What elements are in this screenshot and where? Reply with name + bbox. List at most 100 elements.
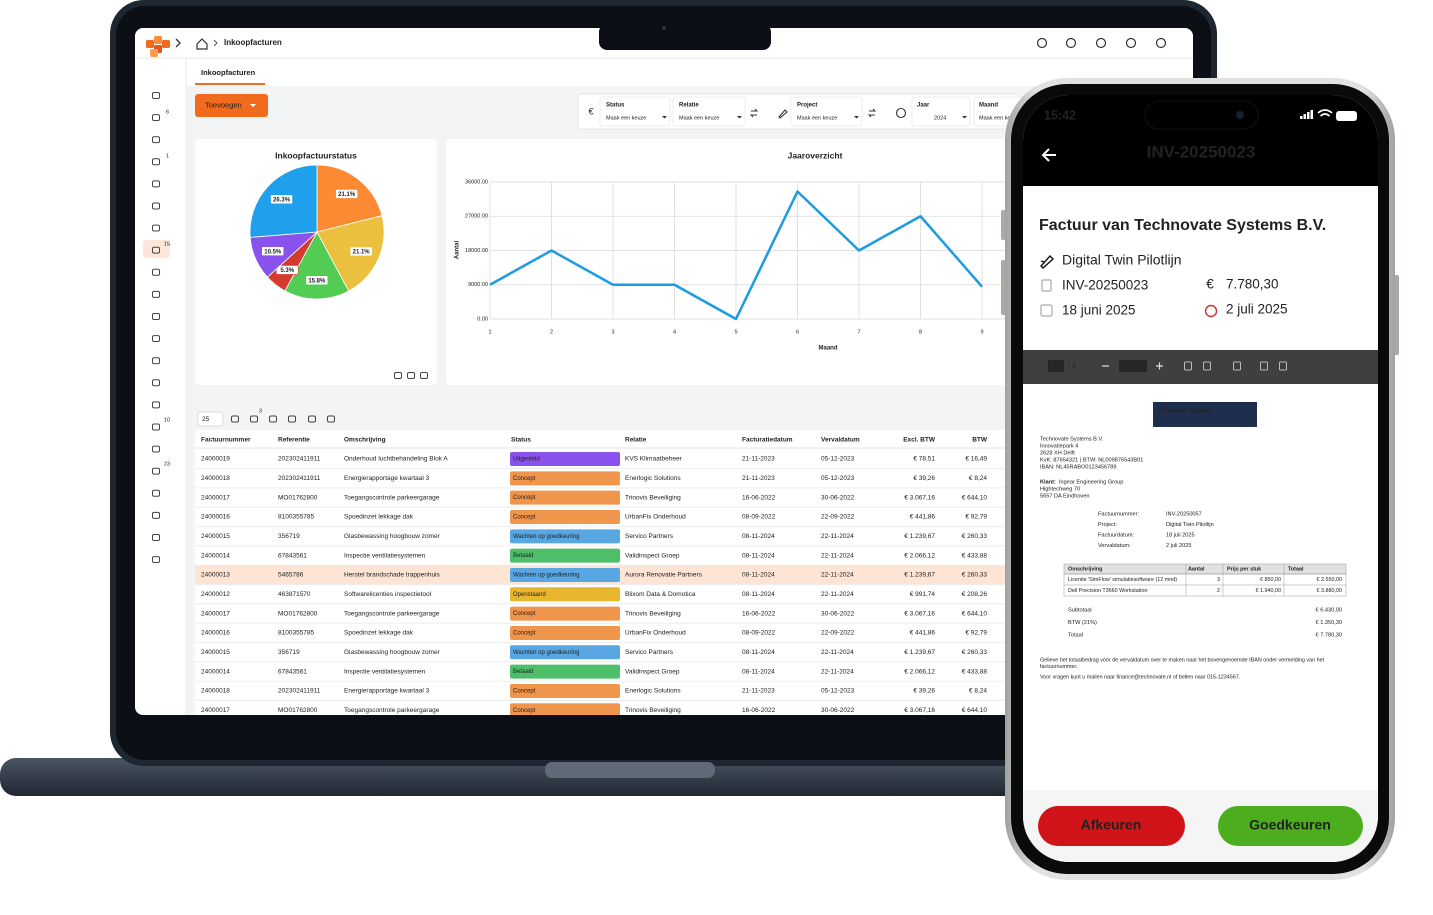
filter-select[interactable] (911, 96, 971, 127)
value-label-box (275, 265, 299, 275)
topbar-icon[interactable] (1155, 37, 1167, 49)
column-header: BTW (972, 437, 988, 444)
pdf-tool-icon[interactable] (1233, 361, 1241, 371)
value-label: 26.3% (273, 197, 291, 203)
chart-tool-icon[interactable] (420, 372, 428, 379)
pdf-logo (1153, 402, 1257, 427)
table-tool-icon[interactable] (231, 415, 239, 423)
meta-value: Digital Twin Pilotlijn (1166, 522, 1214, 528)
sidebar-icon[interactable] (152, 511, 160, 519)
pdf-tool-icon[interactable] (1260, 361, 1268, 371)
logo-block (150, 49, 158, 57)
table-cell: € 260,33 (962, 572, 988, 579)
sidebar-icon[interactable] (152, 556, 160, 564)
table-cell: Servico Partners (625, 533, 674, 540)
pdf-zoom-box[interactable] (1119, 360, 1147, 372)
sidebar-icon[interactable] (152, 335, 160, 343)
sidebar-toggle[interactable] (175, 38, 181, 48)
table-cell: 5465786 (278, 572, 304, 579)
table-cell: € 260,33 (962, 649, 988, 656)
sidebar-icon[interactable] (152, 92, 160, 99)
sidebar-icon[interactable] (152, 114, 160, 122)
y-tick-label: 36000.00 (465, 179, 488, 185)
sidebar-icon[interactable] (152, 379, 160, 387)
topbar-icon[interactable] (1125, 37, 1137, 49)
table-tool-icon[interactable] (250, 415, 258, 423)
sidebar-icon[interactable] (152, 180, 160, 188)
sidebar-icon[interactable] (152, 202, 160, 210)
table-row: 24000015 356719 Glasbewassing hoogbouw zom… (195, 645, 1025, 663)
table-row: 24000019 202302411911 Onderhoud luchtbehan… (195, 452, 1025, 470)
add-button[interactable] (195, 94, 268, 117)
table-cell: 21-11-2023 (742, 688, 775, 695)
doc-column-header: Aantal (1188, 566, 1205, 572)
status-label: Concept (513, 515, 536, 521)
sidebar-icon[interactable] (152, 357, 160, 365)
table-tool-icon[interactable] (327, 415, 335, 423)
sidebar-icon[interactable] (152, 401, 160, 409)
sidebar-icon[interactable] (152, 268, 160, 276)
status-badge (510, 567, 620, 582)
column-header: Relatie (625, 437, 647, 444)
status-badge (510, 509, 620, 524)
sidebar-icon[interactable] (152, 224, 160, 232)
reject-button[interactable] (1038, 806, 1185, 846)
tab[interactable]: Inkoopfacturen (201, 68, 256, 77)
doc-column-header: Prijs per stuk (1227, 566, 1261, 572)
sidebar-icon[interactable] (152, 445, 160, 453)
breadcrumb-separator (213, 39, 218, 47)
sidebar-icon[interactable] (152, 489, 160, 497)
pdf-page-box[interactable] (1048, 360, 1064, 372)
table-cell: Aurora Renovatie Partners (625, 572, 703, 579)
chart-tool-icon[interactable] (394, 372, 402, 379)
zoom-in[interactable] (1156, 362, 1163, 370)
meta-label: Factuurnummer: (1098, 511, 1139, 517)
table-tool-icon[interactable] (288, 415, 296, 423)
table-cell: € 3.067,16 (904, 494, 935, 501)
table-cell: 16-06-2022 (742, 610, 776, 617)
total-value: € 6.430,00 (1316, 607, 1342, 613)
meta-value: 2 juli 2025 (1166, 543, 1192, 549)
note-line: Gelieve het totaalbedrag vóór de vervald… (1040, 657, 1325, 663)
sidebar-badge: 10 (164, 417, 170, 423)
doc-cell: Dell Precision T3660 Workstation (1068, 588, 1148, 594)
filter-select[interactable] (599, 96, 671, 127)
approve-button[interactable] (1218, 806, 1363, 846)
sidebar-icon[interactable] (152, 158, 160, 166)
filter-select[interactable] (790, 96, 863, 127)
pdf-tool-icon[interactable] (1203, 361, 1211, 371)
filter-label: Status (606, 103, 625, 109)
topbar-icon[interactable] (1095, 37, 1107, 49)
swap-icon[interactable] (749, 108, 759, 118)
table-cell: € 1.239,67 (904, 533, 935, 540)
sidebar-icon[interactable] (152, 467, 160, 475)
table-tool-icon[interactable] (269, 415, 277, 423)
sidebar-icon[interactable] (152, 313, 160, 320)
home-icon[interactable] (196, 38, 208, 50)
swap-icon[interactable] (867, 108, 877, 118)
pdf-tool-icon[interactable] (1184, 361, 1192, 371)
filter-select[interactable] (672, 96, 746, 127)
topbar-icon[interactable] (1036, 37, 1048, 49)
table-tool-icon[interactable] (308, 415, 316, 423)
signal-bar (1300, 116, 1303, 119)
topbar-icon[interactable] (1065, 37, 1077, 49)
table-cell: UrbanFix Onderhoud (625, 514, 686, 521)
table-cell: € 644,10 (962, 707, 988, 714)
signal-bar (1310, 110, 1313, 119)
document-icon (1041, 279, 1052, 292)
camera (662, 26, 666, 30)
tab-bar (187, 59, 1193, 86)
pdf-tool-icon[interactable] (1279, 361, 1287, 371)
sidebar-icon[interactable] (152, 290, 160, 298)
back-arrow[interactable] (1041, 148, 1056, 162)
chart-tool-icon[interactable] (407, 372, 415, 379)
sidebar-icon[interactable] (152, 534, 160, 541)
sidebar-icon[interactable] (152, 136, 160, 144)
sidebar-icon[interactable] (152, 423, 160, 431)
sidebar-icon[interactable] (152, 246, 160, 254)
pdf-logo-text: Technovate Systems (1158, 408, 1212, 414)
page-size-select[interactable] (197, 411, 224, 427)
doc-cell: € 1.940,00 (1256, 588, 1281, 594)
